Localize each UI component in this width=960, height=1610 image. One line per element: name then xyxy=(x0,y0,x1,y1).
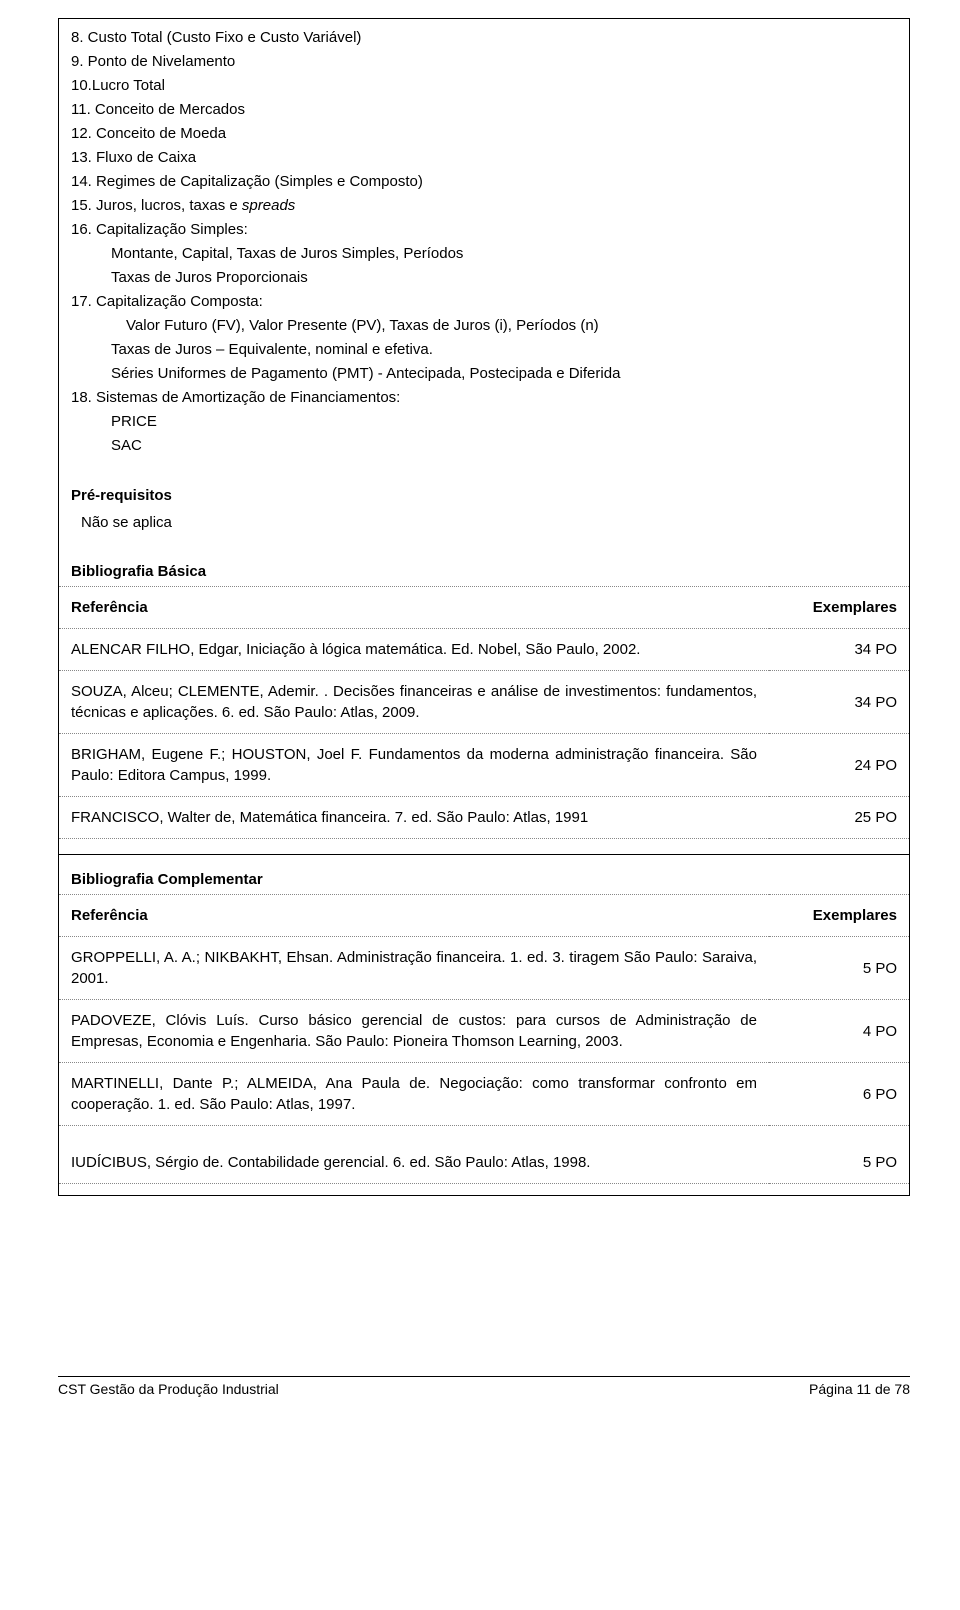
list-item: 13. Fluxo de Caixa xyxy=(71,147,897,168)
spacer xyxy=(59,1183,909,1195)
bib-ref-ex: 5 PO xyxy=(769,1142,909,1184)
bib-ref-ex: 4 PO xyxy=(769,1000,909,1063)
prereq-heading: Pré-requisitos xyxy=(71,485,909,506)
bib-ref-ex: 5 PO xyxy=(769,937,909,1000)
prereq-text: Não se aplica xyxy=(81,512,909,533)
list-item: 9. Ponto de Nivelamento xyxy=(71,51,897,72)
bib-ref-text: MARTINELLI, Dante P.; ALMEIDA, Ana Paula… xyxy=(59,1063,769,1126)
bib-ref-text: BRIGHAM, Eugene F.; HOUSTON, Joel F. Fun… xyxy=(59,734,769,797)
list-subitem: Séries Uniformes de Pagamento (PMT) - An… xyxy=(71,363,897,384)
list-subitem: Valor Futuro (FV), Valor Presente (PV), … xyxy=(71,315,897,336)
bibliography-comp-table: Bibliografia Complementar Referência Exe… xyxy=(59,855,909,1195)
content-list-block: 8. Custo Total (Custo Fixo e Custo Variá… xyxy=(59,19,909,473)
bib-ref-ex: 6 PO xyxy=(769,1063,909,1126)
bib-ref-text: SOUZA, Alceu; CLEMENTE, Ademir. . Decisõ… xyxy=(59,671,769,734)
document-frame: 8. Custo Total (Custo Fixo e Custo Variá… xyxy=(58,18,910,1196)
col-reference-header: Referência xyxy=(59,587,769,629)
bib-ref-text: GROPPELLI, A. A.; NIKBAKHT, Ehsan. Admin… xyxy=(59,937,769,1000)
list-item: 18. Sistemas de Amortização de Financiam… xyxy=(71,387,897,408)
spacer xyxy=(59,839,909,855)
list-item: 12. Conceito de Moeda xyxy=(71,123,897,144)
list-item: 17. Capitalização Composta: xyxy=(71,291,897,312)
list-item-italic: spreads xyxy=(242,197,295,214)
bib-ref-ex: 25 PO xyxy=(769,797,909,839)
col-exemplares-header: Exemplares xyxy=(769,587,909,629)
bib-comp-heading: Bibliografia Complementar xyxy=(71,871,263,888)
list-item: 8. Custo Total (Custo Fixo e Custo Variá… xyxy=(71,27,897,48)
bibliography-basic-table: Bibliografia Básica Referência Exemplare… xyxy=(59,547,909,855)
list-subitem: Taxas de Juros Proporcionais xyxy=(71,267,897,288)
bib-ref-text: FRANCISCO, Walter de, Matemática finance… xyxy=(59,797,769,839)
list-subitem: SAC xyxy=(71,435,897,456)
spacer xyxy=(59,1126,909,1142)
bib-ref-text: PADOVEZE, Clóvis Luís. Curso básico gere… xyxy=(59,1000,769,1063)
list-subitem: Montante, Capital, Taxas de Juros Simple… xyxy=(71,243,897,264)
col-reference-header: Referência xyxy=(59,895,769,937)
footer-left: CST Gestão da Produção Industrial xyxy=(58,1380,279,1400)
list-subitem: PRICE xyxy=(71,411,897,432)
list-item-text: 15. Juros, lucros, taxas e xyxy=(71,197,242,214)
bib-basic-heading: Bibliografia Básica xyxy=(71,563,206,580)
footer-right: Página 11 de 78 xyxy=(809,1380,910,1400)
bib-ref-text: ALENCAR FILHO, Edgar, Iniciação à lógica… xyxy=(59,629,769,671)
list-item: 10.Lucro Total xyxy=(71,75,897,96)
bib-ref-ex: 34 PO xyxy=(769,629,909,671)
bib-ref-text: IUDÍCIBUS, Sérgio de. Contabilidade gere… xyxy=(59,1142,769,1184)
col-exemplares-header: Exemplares xyxy=(769,895,909,937)
list-item: 15. Juros, lucros, taxas e spreads xyxy=(71,195,897,216)
page-footer: CST Gestão da Produção Industrial Página… xyxy=(58,1376,910,1400)
bib-ref-ex: 24 PO xyxy=(769,734,909,797)
list-item: 14. Regimes de Capitalização (Simples e … xyxy=(71,171,897,192)
list-item: 16. Capitalização Simples: xyxy=(71,219,897,240)
list-subitem: Taxas de Juros – Equivalente, nominal e … xyxy=(71,339,897,360)
bib-ref-ex: 34 PO xyxy=(769,671,909,734)
list-item: 11. Conceito de Mercados xyxy=(71,99,897,120)
